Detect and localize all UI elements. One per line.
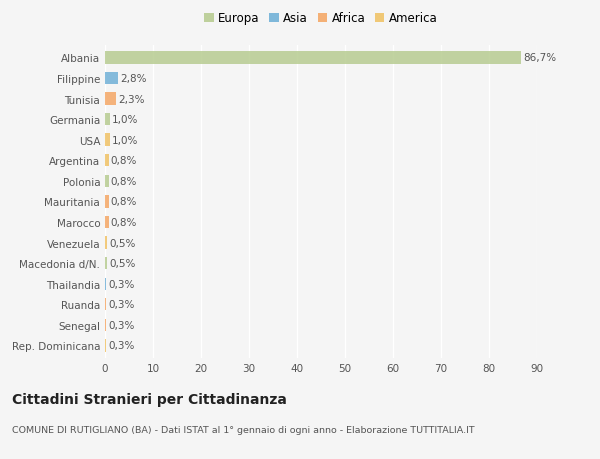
Text: 0,8%: 0,8% — [111, 197, 137, 207]
Bar — [105, 114, 110, 126]
Text: 0,8%: 0,8% — [111, 176, 137, 186]
Legend: Europa, Asia, Africa, America: Europa, Asia, Africa, America — [202, 10, 440, 28]
Text: 2,3%: 2,3% — [118, 94, 145, 104]
Bar — [105, 340, 106, 352]
Text: 0,5%: 0,5% — [109, 238, 136, 248]
Bar — [105, 175, 109, 188]
Bar — [105, 237, 107, 249]
Bar — [105, 155, 109, 167]
Bar — [105, 134, 110, 146]
Bar — [105, 52, 521, 64]
Bar — [105, 93, 116, 106]
Bar — [105, 278, 106, 290]
Text: Cittadini Stranieri per Cittadinanza: Cittadini Stranieri per Cittadinanza — [12, 392, 287, 406]
Bar — [105, 298, 106, 311]
Text: 2,8%: 2,8% — [121, 74, 147, 84]
Text: 0,8%: 0,8% — [111, 156, 137, 166]
Text: 1,0%: 1,0% — [112, 115, 138, 125]
Text: 0,3%: 0,3% — [109, 320, 135, 330]
Bar — [105, 196, 109, 208]
Bar — [105, 319, 106, 331]
Bar — [105, 257, 107, 270]
Bar — [105, 216, 109, 229]
Text: 0,3%: 0,3% — [109, 279, 135, 289]
Text: COMUNE DI RUTIGLIANO (BA) - Dati ISTAT al 1° gennaio di ogni anno - Elaborazione: COMUNE DI RUTIGLIANO (BA) - Dati ISTAT a… — [12, 425, 475, 434]
Text: 86,7%: 86,7% — [523, 53, 556, 63]
Text: 0,3%: 0,3% — [109, 341, 135, 351]
Text: 1,0%: 1,0% — [112, 135, 138, 146]
Text: 0,5%: 0,5% — [109, 258, 136, 269]
Text: 0,8%: 0,8% — [111, 218, 137, 228]
Bar — [105, 73, 118, 85]
Text: 0,3%: 0,3% — [109, 300, 135, 310]
